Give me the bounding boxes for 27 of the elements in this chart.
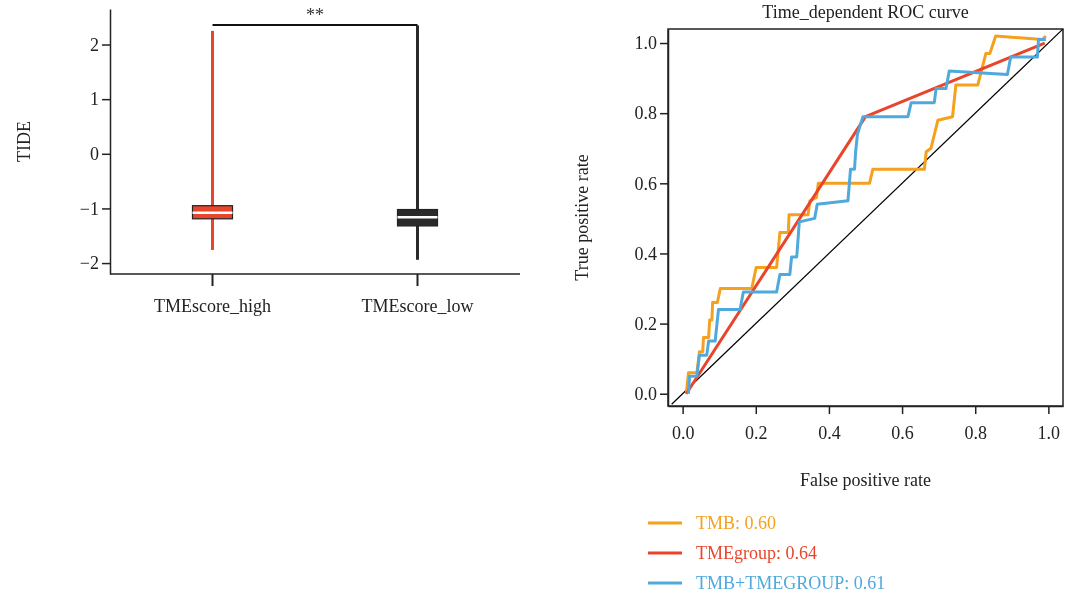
x-tick-label: 0.0 bbox=[671, 422, 695, 443]
annotation: ** bbox=[306, 5, 324, 25]
y-tick-label: 0.8 bbox=[634, 103, 657, 124]
y-tick-label: 0.0 bbox=[634, 383, 657, 404]
x-tick-label: 0.4 bbox=[818, 422, 841, 443]
chart-title: Time_dependent ROC curve bbox=[762, 2, 969, 22]
x-axis-title: False positive rate bbox=[800, 470, 931, 490]
x-tick-label: TMEscore_low bbox=[361, 296, 474, 317]
x-tick-label: 0.6 bbox=[891, 422, 914, 443]
legend-label: TMEgroup: 0.64 bbox=[696, 543, 817, 563]
y-tick-label: −1 bbox=[79, 198, 99, 219]
x-tick-label: 0.8 bbox=[964, 422, 987, 443]
y-tick-label: 2 bbox=[90, 34, 99, 55]
y-tick-label: 0.4 bbox=[634, 243, 657, 264]
y-axis-title: TIDE bbox=[14, 121, 34, 162]
y-tick-label: 0 bbox=[90, 144, 99, 165]
x-tick-label: 1.0 bbox=[1037, 422, 1061, 443]
y-tick-label: 0.2 bbox=[634, 313, 657, 334]
legend-label: TMB: 0.60 bbox=[696, 513, 777, 533]
x-tick-label: TMEscore_high bbox=[154, 296, 271, 317]
y-tick-label: 0.6 bbox=[634, 173, 657, 194]
x-tick-label: 0.2 bbox=[745, 422, 768, 443]
y-tick-label: 1 bbox=[90, 89, 99, 110]
legend-label: TMB+TMEGROUP: 0.61 bbox=[696, 573, 886, 593]
y-axis-title: True positive rate bbox=[572, 154, 592, 281]
y-tick-label: 1.0 bbox=[634, 33, 657, 54]
y-tick-label: −2 bbox=[79, 253, 99, 274]
